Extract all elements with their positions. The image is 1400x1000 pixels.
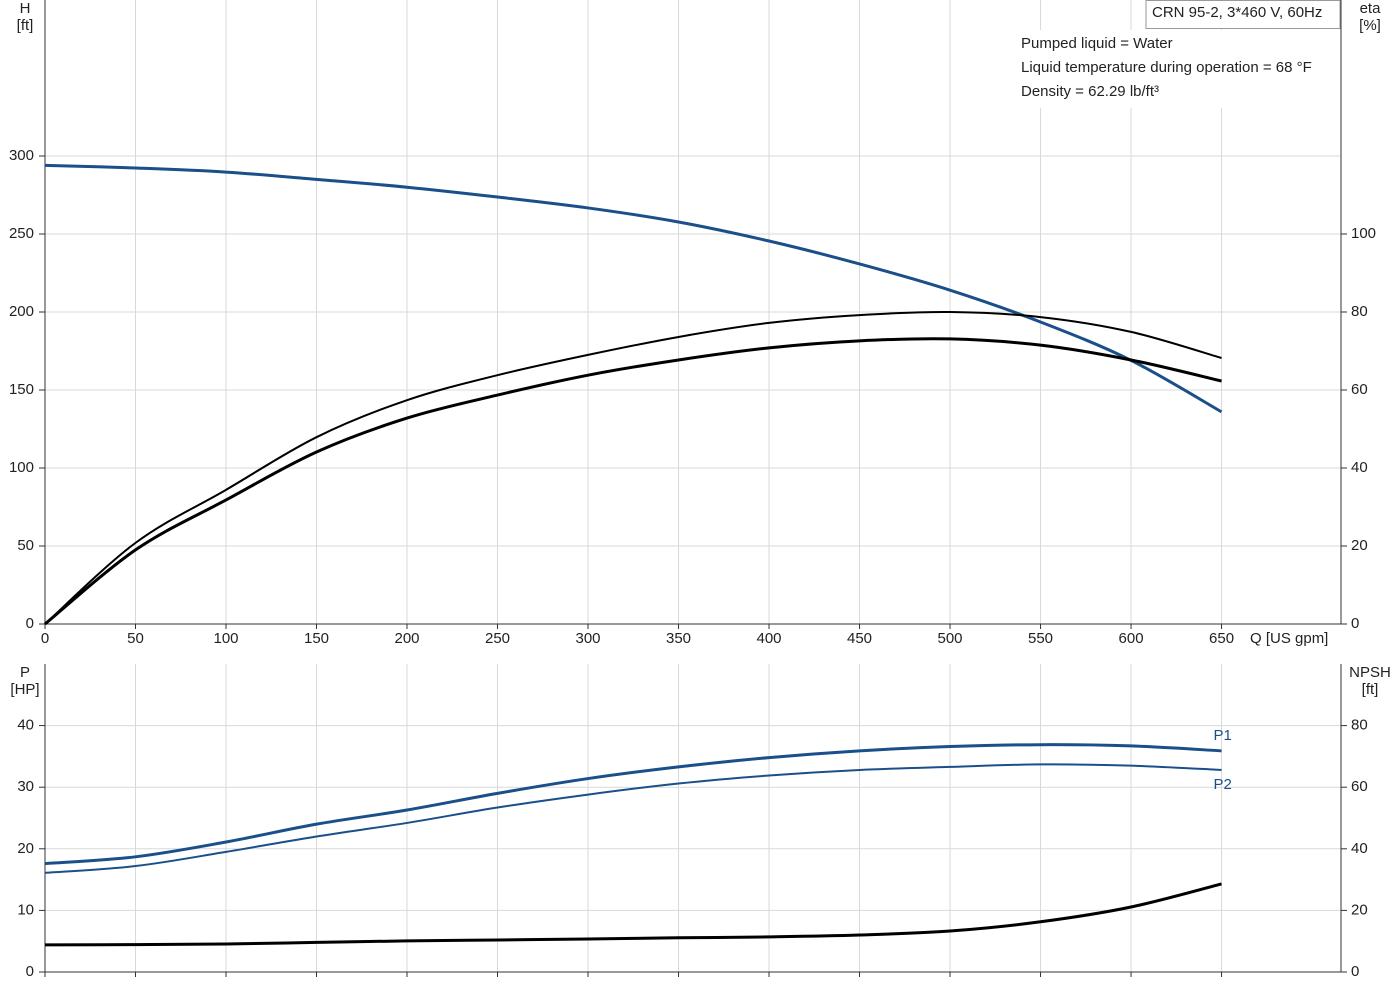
y2-tick-label: 20 — [1351, 537, 1368, 554]
annotation: Liquid temperature during operation = 68… — [1021, 59, 1312, 76]
y-tick-label: 0 — [26, 963, 34, 980]
y-label: P — [20, 664, 30, 681]
y2-tick-label: 40 — [1351, 459, 1368, 476]
x-tick-label: 500 — [938, 630, 963, 647]
curve — [44, 763, 1222, 874]
x-tick-label: 200 — [394, 630, 419, 647]
y2-tick-label: 60 — [1351, 778, 1368, 795]
y2-tick-label: 60 — [1351, 381, 1368, 398]
chart-title: CRN 95-2, 3*460 V, 60Hz — [1152, 4, 1322, 21]
series-label: P1 — [1214, 727, 1232, 744]
x-tick-label: 550 — [1028, 630, 1053, 647]
y2-label-unit: [ft] — [1362, 681, 1379, 698]
y2-tick-label: 80 — [1351, 303, 1368, 320]
y-tick-label: 150 — [9, 381, 34, 398]
y-tick-label: 20 — [17, 840, 34, 857]
y-tick-label: 50 — [17, 537, 34, 554]
y-label-unit: [ft] — [17, 17, 34, 34]
x-tick-label: 350 — [666, 630, 691, 647]
y2-label-unit: [%] — [1359, 17, 1381, 34]
curve — [44, 882, 1222, 947]
x-tick-label: 150 — [304, 630, 329, 647]
x-tick-label: 100 — [213, 630, 238, 647]
y2-label: eta — [1360, 0, 1382, 17]
x-tick-label: 250 — [485, 630, 510, 647]
y-label: H — [20, 0, 31, 17]
x-tick-label: 650 — [1209, 630, 1234, 647]
title-box — [1145, 0, 1341, 29]
y2-tick-label: 0 — [1351, 963, 1359, 980]
y-tick-label: 250 — [9, 225, 34, 242]
y2-label: NPSH — [1349, 664, 1391, 681]
y-tick-label: 0 — [26, 615, 34, 632]
y2-tick-label: 80 — [1351, 717, 1368, 734]
y2-tick-label: 0 — [1351, 615, 1359, 632]
y-tick-label: 10 — [17, 901, 34, 918]
y2-tick-label: 40 — [1351, 840, 1368, 857]
x-tick-label: 0 — [41, 630, 49, 647]
y-tick-label: 40 — [17, 717, 34, 734]
curve — [44, 310, 1222, 625]
y-label-unit: [HP] — [10, 681, 39, 698]
curve — [44, 163, 1223, 414]
x-tick-label: 450 — [847, 630, 872, 647]
x-label: Q [US gpm] — [1250, 630, 1328, 647]
annotation: Pumped liquid = Water — [1021, 35, 1173, 52]
series-label: P2 — [1214, 776, 1232, 793]
curve — [44, 337, 1222, 626]
y-tick-label: 100 — [9, 459, 34, 476]
annotation: Density = 62.29 lb/ft³ — [1021, 83, 1159, 100]
y-tick-label: 200 — [9, 303, 34, 320]
x-tick-label: 600 — [1119, 630, 1144, 647]
x-tick-label: 50 — [127, 630, 144, 647]
y-tick-label: 30 — [17, 778, 34, 795]
x-tick-label: 300 — [576, 630, 601, 647]
x-tick-label: 400 — [757, 630, 782, 647]
curve — [44, 743, 1222, 866]
y2-tick-label: 20 — [1351, 901, 1368, 918]
annotation-box — [1012, 30, 1340, 108]
y2-tick-label: 100 — [1351, 225, 1376, 242]
y-tick-label: 300 — [9, 147, 34, 164]
